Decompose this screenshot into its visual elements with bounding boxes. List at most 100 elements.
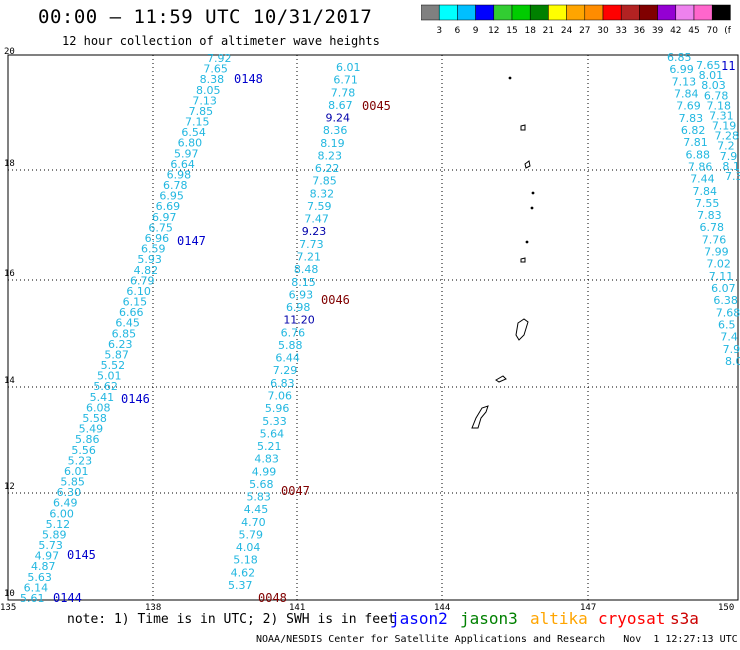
credit-line: NOAA/NESDIS Center for Satellite Applica… [256,634,740,645]
track-b-value: 5.21 [257,440,282,453]
map-frame [7,54,739,601]
colorbar-label: 6 [455,26,461,36]
colorbar-label: 33 [615,26,626,36]
track-c-value: 7.84 [693,185,718,198]
island-dot [525,240,529,244]
colorbar-label: 3 [436,26,442,36]
colorbar-label: 24 [561,26,573,36]
track-c-value: 6.82 [681,124,706,137]
pass-time-label: 0045 [362,99,391,113]
track-b-value: 9.24 [325,112,350,125]
track-c-value: 7.44 [690,173,715,186]
track-a-value: 6.95 [159,190,184,203]
track-c-value: 6.5 [718,319,736,332]
track-a-value: 6.59 [141,243,166,256]
track-a-value: 5.63 [27,571,52,584]
longitude-label: 135 [0,603,17,613]
track-a-value: 7.13 [192,94,217,107]
track-c-value: 7.02 [706,258,731,271]
track-b-value: 4.62 [231,566,256,579]
track-a-value: 5.73 [38,539,63,552]
track-d-value: 7.28 [714,130,739,143]
track-a-value: 6.30 [57,486,82,499]
track-c-value: 7.69 [676,100,701,113]
track-c-value: 6.78 [699,221,724,234]
longitude-label: 147 [580,603,597,613]
track-a-value: 5.62 [93,380,118,393]
track-c-value: 6.99 [669,63,694,76]
track-a-value: 6.78 [163,179,188,192]
track-a-value: 5.89 [42,528,67,541]
island-dot [508,76,512,80]
island-dot [530,206,534,210]
track-a-value: 6.08 [86,401,111,414]
latitude-label: 18 [4,159,15,169]
track-b-value: 4.70 [241,516,265,529]
latitude-label: 16 [4,269,15,279]
track-a-value: 6.15 [123,296,147,309]
longitude-label: 144 [434,603,451,613]
track-b-value: 11.20 [283,314,315,327]
track-a-value: 6.66 [119,306,144,319]
legend-cryosat: cryosat [598,609,666,628]
pass-time-label: 0146 [121,392,150,406]
latitude-label: 20 [4,47,15,57]
track-c-value: 7.86 [688,160,713,173]
track-a-value: 6.64 [170,158,195,171]
colorbar-label: 27 [579,26,590,36]
track-b-value: 8.23 [318,149,343,162]
colorbar-label: 39 [652,26,664,36]
track-a-value: 6.45 [115,317,140,330]
colorbar-swatch [711,4,731,21]
track-b-value: 7.73 [299,238,324,251]
island-outline [471,405,489,429]
pass-time-label: 11 [721,59,735,73]
colorbar-unit: (ft) [724,26,731,36]
track-b-value: 7.59 [307,200,332,213]
pass-time-label: 0048 [258,591,287,605]
track-c-value: 7.81 [683,136,708,149]
track-a-value: 7.65 [203,63,228,76]
track-c-value: 7.99 [704,246,729,259]
colorbar-label: 36 [634,26,646,36]
track-b-value: 8.36 [323,124,348,137]
track-b-value: 8.15 [291,276,316,289]
track-a-value: 6.96 [145,232,170,245]
track-a-value: 5.49 [79,423,104,436]
track-d-value: 7.3 [725,170,740,183]
track-a-value: 5.61 [20,592,45,605]
track-c-value: 7.4 [720,331,738,344]
track-d-value: 8.01 [699,69,724,82]
track-b-value: 5.68 [249,478,274,491]
track-a-value: 6.75 [148,221,173,234]
track-c-value: 6.85 [667,51,692,64]
track-d-value: 7.2 [717,140,735,153]
longitude-label: 150 [718,603,735,613]
track-a-value: 5.52 [101,359,126,372]
track-b-value: 5.37 [228,579,253,592]
track-a-value: 6.98 [167,168,192,181]
island-outline [524,160,531,169]
track-a-value: 5.93 [137,253,162,266]
island-dot [531,191,535,195]
track-a-value: 4.97 [35,550,60,563]
latitude-label: 10 [4,589,15,599]
track-b-value: 7.06 [268,389,293,402]
track-a-value: 6.10 [126,285,151,298]
track-c-value: 7.83 [697,209,722,222]
island-outline [515,318,529,341]
track-b-value: 9.23 [302,225,327,238]
colorbar-label: 45 [688,26,699,36]
track-a-value: 5.41 [90,391,115,404]
track-c-value: 6.07 [711,282,736,295]
track-b-value: 4.83 [254,453,279,466]
track-b-value: 6.44 [275,352,300,365]
track-b-value: 5.79 [239,528,264,541]
track-b-value: 8.67 [328,99,353,112]
track-a-value: 6.54 [181,126,206,139]
island-outline [495,375,507,383]
map-title: 00:00 – 11:59 UTC 10/31/2017 [38,6,373,28]
track-b-value: 6.71 [333,74,358,87]
pass-time-label: 0145 [67,548,96,562]
track-b-value: 7.47 [304,213,329,226]
